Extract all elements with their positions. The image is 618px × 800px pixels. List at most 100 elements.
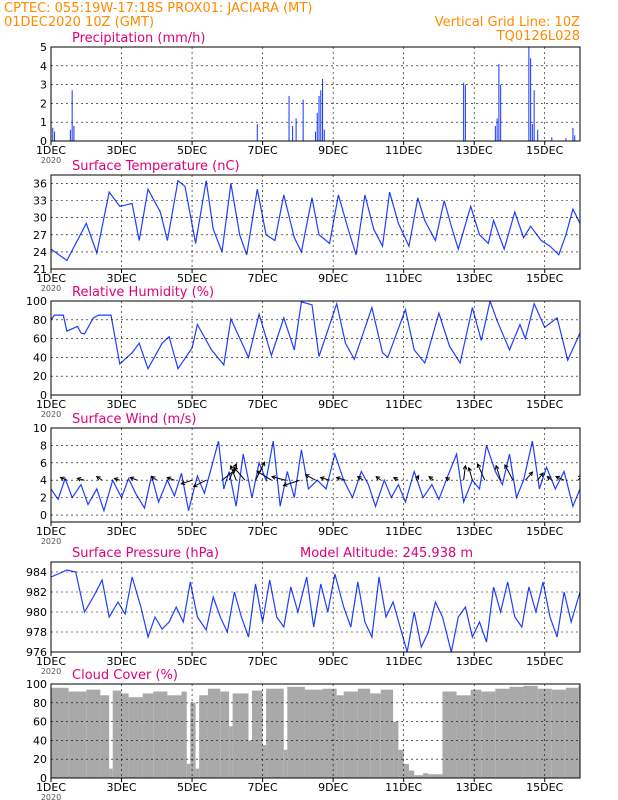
wind-arrow-head — [319, 476, 325, 481]
cloud-bar — [220, 691, 230, 778]
wind-arrow — [319, 476, 330, 481]
x-tick-label: 5DEC — [177, 655, 207, 668]
wind-arrow-head — [233, 466, 239, 472]
cloud-bar — [523, 685, 538, 778]
plot-frame — [50, 174, 581, 270]
plot-frame — [50, 427, 581, 523]
y-tick-label: 5 — [40, 41, 47, 54]
precip-bar — [322, 78, 324, 141]
y-tick-label: 1 — [40, 116, 47, 129]
cloud-bar — [481, 691, 496, 778]
cloud-bar — [121, 693, 129, 778]
wind-arrow-head — [304, 474, 310, 479]
cloud-bar — [495, 688, 510, 778]
wind-arrow — [113, 477, 120, 482]
wind-arrow — [229, 464, 237, 481]
wind-arrow — [524, 471, 534, 481]
panel-2: 0 20 40 60 80 100 Relative Humidity (%) 1DEC 3DE… — [26, 285, 581, 419]
wind-arrow-shaft — [524, 471, 533, 481]
wind-arrow-head — [415, 474, 420, 480]
series-line — [51, 179, 580, 262]
y-tick-label: 100 — [26, 295, 47, 308]
wind-arrow-head — [356, 476, 362, 481]
y-tick-label: 976 — [26, 646, 47, 659]
y-tick-label: 0 — [40, 389, 47, 402]
x-tick-label: 3DEC — [106, 398, 136, 411]
x-tick-label: 11DEC — [385, 655, 422, 668]
wind-arrow-head — [555, 475, 561, 481]
precip-bar — [533, 90, 535, 141]
series-line — [51, 569, 580, 652]
wind-arrow-shaft — [77, 477, 85, 481]
cloud-bar — [167, 695, 182, 778]
y-tick-label: 978 — [26, 626, 47, 639]
wind-arrow — [233, 466, 246, 481]
wind-arrow-shaft — [193, 479, 207, 487]
y-tick-label: 0 — [40, 772, 47, 785]
y-tick-label: 0 — [40, 509, 47, 522]
precip-bar — [551, 137, 553, 141]
wind-arrow — [180, 479, 193, 485]
cloud-bar — [509, 686, 524, 778]
precip-bar — [498, 63, 500, 141]
precip-bar — [71, 90, 73, 141]
precip-bar — [323, 129, 325, 141]
plot-area — [51, 440, 580, 513]
cloud-bar — [551, 689, 566, 778]
wind-arrow-shaft — [537, 472, 544, 481]
y-tick-label: 33 — [33, 195, 47, 208]
cloud-bar — [195, 768, 200, 778]
wind-arrow-shaft — [577, 476, 580, 481]
y-tick-label: 2 — [40, 492, 47, 505]
panel-5: 0 20 40 60 80 100 Cloud Cover (%) 1DEC 3DEC 5DEC 7… — [26, 668, 581, 800]
wind-arrow — [504, 463, 514, 481]
y-tick-label: 6 — [40, 457, 47, 470]
precip-bar — [316, 112, 318, 141]
wind-arrow-head — [270, 475, 277, 480]
cloud-bar — [252, 690, 263, 778]
wind-arrow-head — [375, 475, 381, 481]
precip-bar — [295, 118, 297, 141]
cloud-bar — [578, 685, 580, 778]
x-tick-label: 9DEC — [318, 272, 348, 285]
year-label: 2020 — [41, 667, 61, 676]
x-tick-label: 15DEC — [526, 398, 563, 411]
x-tick-label: 15DEC — [526, 144, 563, 157]
cloud-bar — [232, 693, 249, 778]
wind-arrow — [304, 474, 316, 481]
wind-arrow-head — [428, 475, 434, 481]
wind-arrow-shaft — [336, 477, 346, 481]
wind-arrow — [546, 475, 553, 481]
x-tick-label: 7DEC — [248, 398, 278, 411]
wind-arrow — [375, 475, 382, 481]
y-tick-label: 80 — [33, 697, 47, 710]
wind-arrow-shaft — [555, 476, 565, 481]
precip-bar — [537, 129, 539, 141]
x-tick-label: 3DEC — [106, 655, 136, 668]
precip-bar — [530, 58, 532, 141]
precip-bar — [52, 127, 54, 141]
x-tick-label: 7DEC — [248, 781, 278, 794]
x-tick-label: 13DEC — [456, 781, 493, 794]
wind-arrow-head — [504, 463, 509, 469]
y-tick-label: 4 — [40, 60, 47, 73]
wind-arrow-head — [229, 464, 235, 470]
y-tick-label: 20 — [33, 370, 47, 383]
y-tick-label: 27 — [33, 229, 47, 242]
precip-bar — [302, 99, 304, 141]
header-datetime: 01DEC2020 10Z (GMT) — [4, 15, 154, 30]
x-tick-label: 7DEC — [248, 525, 278, 538]
x-tick-label: 11DEC — [385, 781, 422, 794]
panel-title: Cloud Cover (%) — [72, 668, 178, 683]
plot-area — [51, 301, 580, 371]
y-tick-label: 30 — [33, 212, 47, 225]
x-tick-label: 15DEC — [526, 781, 563, 794]
wind-arrow-shaft — [320, 477, 330, 481]
precip-bar — [464, 84, 466, 141]
precip-bar — [320, 90, 322, 141]
x-tick-label: 9DEC — [318, 781, 348, 794]
cloud-bar — [442, 691, 457, 778]
wind-arrow-head — [494, 464, 500, 470]
wind-arrow — [129, 476, 138, 481]
x-tick-label: 5DEC — [177, 781, 207, 794]
